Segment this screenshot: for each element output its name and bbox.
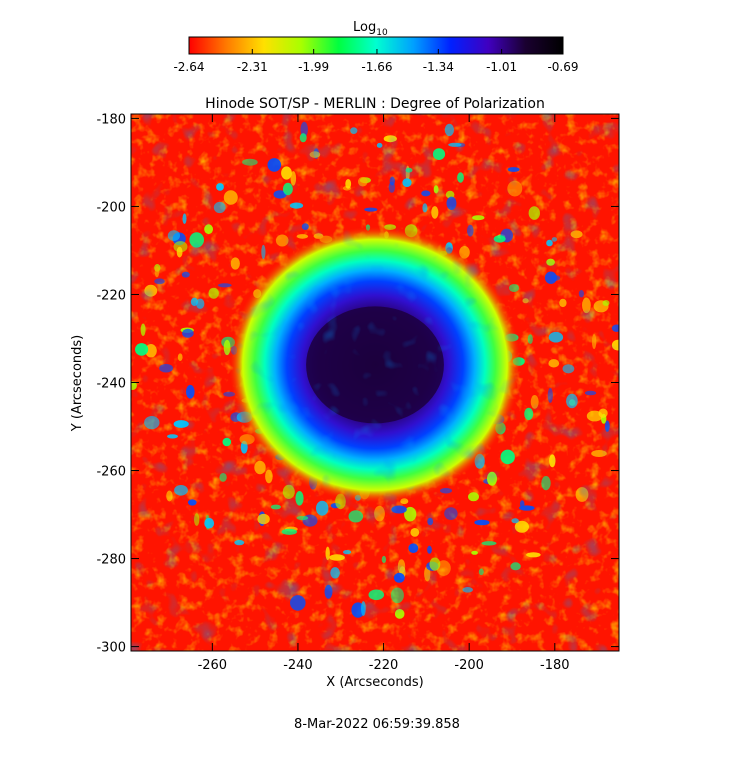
- x-tick-label: -200: [454, 658, 484, 673]
- x-tick-label: -180: [540, 658, 570, 673]
- colorbar-ticks: -2.64 -2.31 -1.99 -1.66 -1.34 -1.01 -0.69: [173, 49, 579, 74]
- y-tick-label: -220: [96, 288, 126, 303]
- colorbar-tick-label: -1.01: [486, 60, 517, 74]
- y-tick-label: -240: [96, 377, 126, 392]
- y-tick-label: -180: [96, 112, 126, 127]
- y-tick-label: -280: [96, 553, 126, 568]
- x-tick-label: -220: [369, 658, 399, 673]
- colorbar-label: Log10: [353, 20, 388, 38]
- chart-title: Hinode SOT/SP - MERLIN : Degree of Polar…: [205, 96, 545, 112]
- y-tick-label: -300: [96, 641, 126, 656]
- heatmap-blue-grain: [131, 114, 619, 651]
- x-tick-label: -240: [283, 658, 313, 673]
- x-tick-label: -260: [198, 658, 228, 673]
- colorbar-tick-label: -1.34: [423, 60, 454, 74]
- colorbar: Log10 -2.64 -2.31 -1.99 -1.66 -1.34 -1.01 -0.6…: [173, 20, 578, 74]
- colorbar-tick-label: -1.66: [361, 60, 392, 74]
- heatmap-image: [131, 114, 619, 651]
- y-tick-label: -260: [96, 465, 126, 480]
- y-axis-label: Y (Arcseconds): [70, 335, 85, 432]
- y-tick-label: -200: [96, 200, 126, 215]
- y-axis: -180 -200 -220 -240 -260 -280 -300: [96, 112, 619, 656]
- timestamp: 8-Mar-2022 06:59:39.858: [294, 717, 460, 732]
- colorbar-tick-label: -2.64: [173, 60, 204, 74]
- colorbar-tick-label: -2.31: [237, 60, 268, 74]
- colorbar-tick-label: -1.99: [298, 60, 329, 74]
- colorbar-tick-label: -0.69: [547, 60, 578, 74]
- x-axis: -260 -240 -220 -200 -180: [198, 114, 570, 673]
- colorbar-bar: [188, 36, 564, 55]
- x-axis-label: X (Arcseconds): [326, 675, 423, 690]
